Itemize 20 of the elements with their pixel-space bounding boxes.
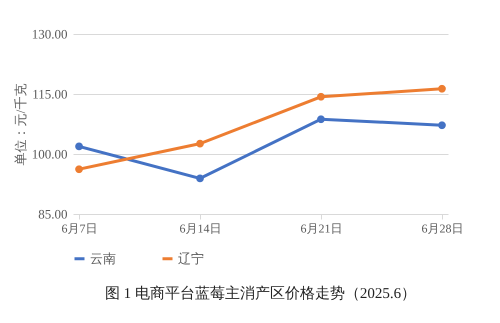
x-tick-label: 6月21日: [300, 222, 342, 236]
point: [438, 121, 446, 130]
legend-label: 云南: [90, 250, 116, 266]
x-tick-label: 6月7日: [62, 222, 98, 236]
y-tick-label: 130.00: [32, 26, 68, 42]
y-tick-label: 115.00: [32, 86, 68, 102]
point: [438, 84, 446, 93]
legend-label: 辽宁: [178, 250, 204, 266]
x-tick-label: 6月28日: [421, 222, 464, 236]
point: [196, 174, 204, 182]
point: [317, 115, 325, 124]
point: [75, 165, 83, 174]
x-tick-label: 6月14日: [180, 222, 222, 236]
y-tick-label: 100.00: [32, 146, 68, 162]
point: [196, 140, 204, 148]
y-axis-title: 单位：元/千克: [12, 84, 28, 166]
point: [75, 142, 83, 150]
point: [317, 92, 325, 101]
text: 图 1 电商平台蓝莓主消产区价格走势（2025.6）: [104, 285, 416, 302]
y-tick-label: 85.00: [38, 206, 68, 222]
